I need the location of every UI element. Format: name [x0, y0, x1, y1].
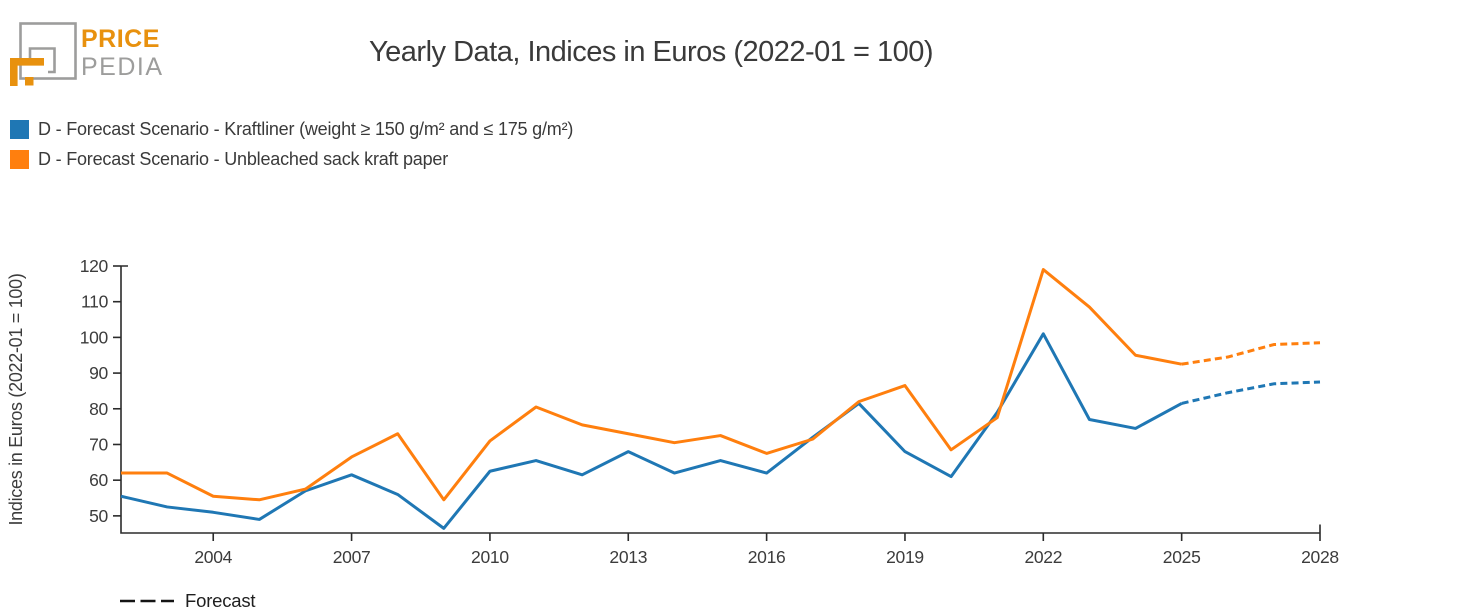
logo-orange-bracket — [10, 58, 44, 86]
x-tick-label: 2019 — [886, 547, 924, 567]
y-tick-label: 100 — [80, 327, 109, 347]
x-tick-label: 2022 — [1024, 547, 1062, 567]
forecast-legend-label: Forecast — [185, 590, 256, 611]
x-tick-label: 2028 — [1301, 547, 1339, 567]
legend-label-kraftliner: D - Forecast Scenario - Kraftliner (weig… — [38, 119, 574, 139]
y-tick-label: 80 — [89, 399, 108, 419]
series-legend: D - Forecast Scenario - Kraftliner (weig… — [10, 119, 573, 179]
logo-middle-corner — [28, 47, 56, 74]
sack-kraft-swatch-icon — [10, 150, 29, 169]
legend-item-sack-kraft: D - Forecast Scenario - Unbleached sack … — [10, 149, 573, 170]
series-line-history — [120, 332, 1183, 530]
y-tick-label: 90 — [89, 363, 108, 383]
x-tick-label: 2025 — [1163, 547, 1201, 567]
logo-orange-square — [25, 77, 34, 86]
kraftliner-swatch-icon — [10, 120, 29, 139]
forecast-legend: Forecast — [119, 589, 256, 613]
pricepedia-logo: PRICE PEDIA — [10, 22, 164, 86]
y-tick-label: 120 — [80, 256, 109, 276]
logo-outer-square — [19, 22, 77, 80]
legend-label-sack-kraft: D - Forecast Scenario - Unbleached sack … — [38, 149, 448, 169]
legend-item-kraftliner: D - Forecast Scenario - Kraftliner (weig… — [10, 119, 573, 140]
line-chart: Indices in Euros (2022-01 = 100) 50 60 70 8… — [6, 256, 1339, 567]
y-tick-label: 110 — [81, 292, 109, 312]
axes — [120, 265, 1321, 534]
y-tick-label: 50 — [89, 506, 108, 526]
series-line-forecast — [1181, 341, 1321, 366]
x-tick-label: 2007 — [333, 547, 371, 567]
series-line-forecast — [1181, 380, 1321, 405]
series-line-history — [121, 268, 1182, 502]
forecast-dash-icon — [120, 599, 174, 603]
x-tick-label: 2013 — [609, 547, 647, 567]
page-title: Yearly Data, Indices in Euros (2022-01 =… — [368, 36, 934, 68]
y-tick-label: 60 — [89, 470, 108, 490]
y-axis-title: Indices in Euros (2022-01 = 100) — [6, 273, 26, 525]
x-tick-label: 2010 — [471, 547, 509, 567]
logo-text-price: PRICE — [81, 25, 160, 53]
y-tick-label: 70 — [89, 434, 108, 454]
logo-text-pedia: PEDIA — [81, 53, 164, 81]
x-tick-label: 2016 — [748, 547, 786, 567]
x-tick-label: 2004 — [194, 547, 232, 567]
